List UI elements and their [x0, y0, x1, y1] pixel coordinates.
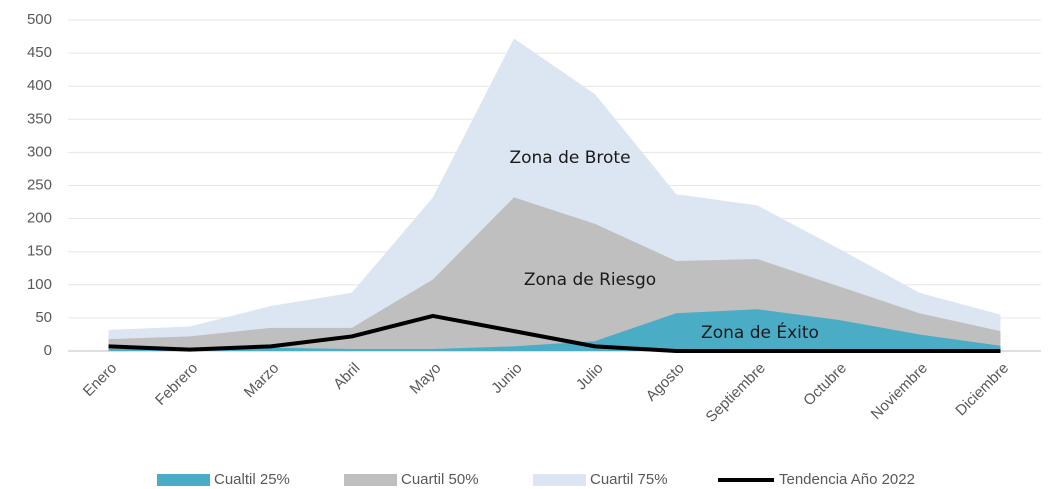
annotation: Zona de Riesgo: [524, 270, 656, 290]
legend-label: Cuartil 50%: [401, 471, 479, 488]
x-tick-label: Enero: [80, 360, 120, 400]
legend-label: Tendencia Año 2022: [779, 471, 915, 488]
y-tick-label: 400: [27, 77, 52, 94]
y-tick-label: 150: [27, 243, 52, 260]
y-tick-label: 200: [27, 210, 52, 227]
legend-swatch: [157, 474, 210, 486]
x-tick-label: Junio: [488, 360, 525, 397]
legend-label: Cualtil 25%: [214, 471, 290, 488]
legend-swatch: [344, 474, 397, 486]
y-tick-label: 250: [27, 176, 52, 193]
y-tick-label: 0: [44, 342, 52, 359]
y-tick-label: 350: [27, 110, 52, 127]
x-tick-label: Octubre: [800, 360, 850, 410]
legend-label: Cuartil 75%: [590, 471, 668, 488]
x-tick-label: Mayo: [407, 360, 445, 398]
annotation: Zona de Éxito: [701, 321, 819, 343]
x-tick-label: Agosto: [643, 360, 688, 405]
area: [108, 309, 1001, 351]
x-tick-label: Julio: [573, 360, 607, 394]
annotation: Zona de Brote: [509, 148, 630, 168]
y-tick-label: 450: [27, 44, 52, 61]
x-tick-label: Febrero: [152, 360, 201, 409]
x-tick-label: Marzo: [241, 360, 282, 401]
legend-swatch: [533, 474, 586, 486]
x-tick-label: Noviembre: [868, 360, 931, 423]
x-tick-label: Abril: [330, 360, 363, 393]
line: [108, 313, 1001, 353]
y-tick-label: 100: [27, 276, 52, 293]
x-tick-label: Diciembre: [952, 360, 1012, 420]
y-tick-label: 300: [27, 143, 52, 160]
x-tick-label: Septiembre: [703, 360, 769, 426]
y-tick-label: 50: [35, 309, 52, 326]
y-tick-label: 500: [27, 11, 52, 28]
